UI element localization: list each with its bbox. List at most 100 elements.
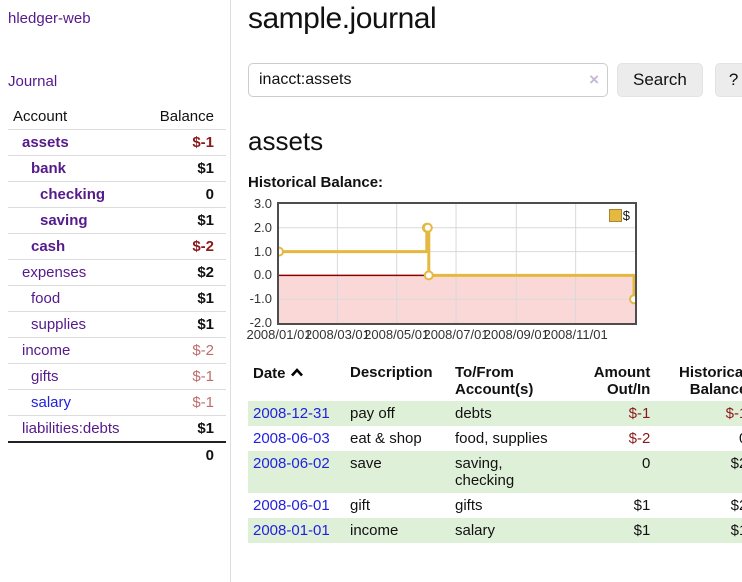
account-link-salary[interactable]: salary bbox=[31, 394, 72, 411]
account-link-liabilities-debts[interactable]: liabilities:debts bbox=[22, 420, 120, 437]
legend-swatch-icon bbox=[608, 209, 622, 222]
search-box: × bbox=[248, 63, 608, 97]
chart-canvas bbox=[279, 204, 635, 323]
accounts-header-account: Account bbox=[13, 108, 68, 125]
register-header-row: Date Description To/From Account(s) Amou… bbox=[248, 361, 742, 401]
chart-plot-area: $ bbox=[277, 202, 637, 325]
accounts-total-row: 0 bbox=[8, 441, 226, 468]
account-balance: $-2 bbox=[141, 233, 226, 260]
account-link-checking[interactable]: checking bbox=[40, 186, 106, 203]
accounts-table: Account Balance assets $-1 bank $1 check… bbox=[8, 104, 226, 468]
transaction-date-link[interactable]: 2008-06-03 bbox=[253, 430, 330, 447]
x-tick-label: 2008/01/01 bbox=[246, 327, 312, 342]
transaction-balance: 0 bbox=[655, 426, 742, 451]
search-help-button[interactable]: ? bbox=[714, 63, 742, 97]
account-balance: $-1 bbox=[141, 129, 226, 156]
transaction-accounts: debts bbox=[455, 405, 492, 422]
sidebar: hledger-web Journal Account Balance asse… bbox=[0, 0, 231, 582]
register-header-balance: Historical Balance bbox=[678, 364, 742, 398]
transaction-date-link[interactable]: 2008-06-02 bbox=[253, 455, 330, 472]
transaction-description: eat & shop bbox=[350, 430, 422, 447]
account-link-income[interactable]: income bbox=[22, 342, 71, 359]
transaction-description: gift bbox=[350, 497, 371, 514]
x-tick-label: 2008/09/01 bbox=[483, 327, 549, 342]
transaction-balance: $1 bbox=[730, 522, 742, 539]
account-balance: $-1 bbox=[141, 363, 226, 390]
sort-asc-icon bbox=[290, 364, 304, 381]
account-row: food $1 bbox=[8, 285, 226, 312]
transaction-date-link[interactable]: 2008-12-31 bbox=[253, 405, 330, 422]
transaction-balance: $2 bbox=[730, 455, 742, 472]
account-row: salary $-1 bbox=[8, 389, 226, 416]
account-link-supplies[interactable]: supplies bbox=[31, 316, 87, 333]
transaction-balance: $2 bbox=[730, 497, 742, 514]
account-heading: assets bbox=[248, 126, 324, 156]
account-row: supplies $1 bbox=[8, 311, 226, 338]
transaction-description: pay off bbox=[350, 405, 395, 422]
transaction-balance: $-1 bbox=[725, 405, 742, 422]
transaction-accounts: food, supplies bbox=[455, 430, 548, 447]
transaction-amount: $-1 bbox=[628, 405, 651, 422]
account-row: saving $1 bbox=[8, 207, 226, 234]
register-header-date[interactable]: Date bbox=[248, 361, 345, 401]
clear-search-icon[interactable]: × bbox=[589, 70, 599, 89]
account-link-expenses[interactable]: expenses bbox=[22, 264, 87, 281]
sidebar-item-journal[interactable]: Journal bbox=[8, 73, 58, 90]
transaction-description: income bbox=[350, 522, 399, 539]
account-link-bank[interactable]: bank bbox=[31, 160, 67, 177]
register-row: 2008-01-01 income salary $1 $1 bbox=[248, 518, 742, 543]
search-form: × Search ? bbox=[248, 63, 742, 97]
account-balance: $1 bbox=[141, 311, 226, 338]
account-link-saving[interactable]: saving bbox=[40, 212, 88, 229]
account-row: bank $1 bbox=[8, 155, 226, 182]
account-link-gifts[interactable]: gifts bbox=[31, 368, 59, 385]
account-row: liabilities:debts $1 bbox=[8, 415, 226, 442]
account-balance: $-2 bbox=[141, 337, 226, 364]
y-tick-label: 1.0 bbox=[253, 243, 272, 259]
x-tick-label: 2008/03/01 bbox=[304, 327, 370, 342]
transaction-date-link[interactable]: 2008-06-01 bbox=[253, 497, 330, 514]
transaction-amount: $1 bbox=[633, 497, 651, 514]
transaction-accounts: gifts bbox=[455, 497, 483, 514]
account-link-food[interactable]: food bbox=[31, 290, 61, 307]
register-table: Date Description To/From Account(s) Amou… bbox=[248, 361, 742, 543]
chart-y-axis: 3.0 2.0 1.0 0.0 -1.0 -2.0 bbox=[248, 197, 277, 330]
account-row: expenses $2 bbox=[8, 259, 226, 286]
account-link-cash[interactable]: cash bbox=[31, 238, 66, 255]
y-tick-label: -1.0 bbox=[249, 291, 272, 307]
register-header-description: Description bbox=[350, 364, 433, 381]
account-link-assets[interactable]: assets bbox=[22, 134, 69, 151]
chart-x-axis: 2008/01/01 2008/03/01 2008/05/01 2008/07/01… bbox=[246, 325, 637, 343]
brand-link[interactable]: hledger-web bbox=[8, 10, 91, 27]
register-row: 2008-06-03 eat & shop food, supplies $-2… bbox=[248, 426, 742, 451]
account-row: income $-2 bbox=[8, 337, 226, 364]
account-balance: 0 bbox=[141, 181, 226, 208]
register-header-accounts: To/From Account(s) bbox=[455, 364, 534, 398]
register-row: 2008-12-31 pay off debts $-1 $-1 bbox=[248, 401, 742, 426]
historical-balance-chart: 3.0 2.0 1.0 0.0 -1.0 -2.0 $ 2008/01/01 2008/03… bbox=[246, 197, 742, 343]
y-tick-label: 2.0 bbox=[253, 219, 272, 235]
search-button[interactable]: Search bbox=[617, 63, 703, 97]
transaction-description: save bbox=[350, 455, 382, 472]
transaction-accounts: saving, checking bbox=[455, 455, 515, 489]
account-balance: $2 bbox=[141, 259, 226, 286]
account-row: gifts $-1 bbox=[8, 363, 226, 390]
search-input[interactable] bbox=[248, 63, 608, 97]
x-tick-label: 2008/11/01 bbox=[543, 327, 608, 342]
transaction-date-link[interactable]: 2008-01-01 bbox=[253, 522, 330, 539]
accounts-header-balance: Balance bbox=[159, 108, 214, 125]
x-tick-label: 2008/05/01 bbox=[364, 327, 430, 342]
transaction-accounts: salary bbox=[455, 522, 496, 539]
account-row: checking 0 bbox=[8, 181, 226, 208]
chart-caption: Historical Balance: bbox=[248, 174, 384, 191]
legend-label: $ bbox=[622, 208, 630, 223]
account-balance: $1 bbox=[141, 285, 226, 312]
y-tick-label: 0.0 bbox=[253, 267, 272, 283]
transaction-amount: 0 bbox=[642, 455, 651, 472]
accounts-total-value: 0 bbox=[141, 441, 226, 468]
account-balance: $1 bbox=[141, 207, 226, 234]
y-tick-label: -2.0 bbox=[249, 315, 272, 330]
account-balance: $1 bbox=[141, 155, 226, 182]
register-row: 2008-06-02 save saving, checking 0 $2 bbox=[248, 451, 742, 493]
